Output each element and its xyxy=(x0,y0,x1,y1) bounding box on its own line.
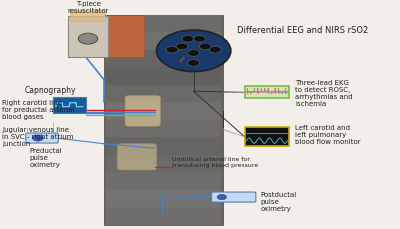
Circle shape xyxy=(166,46,178,53)
Bar xyxy=(106,85,221,102)
Bar xyxy=(106,32,221,50)
Text: Right carotid line
for preductal arterial
blood gases: Right carotid line for preductal arteria… xyxy=(2,100,74,120)
Bar xyxy=(106,15,221,32)
Text: T-piece
resuscitator: T-piece resuscitator xyxy=(67,1,109,14)
Bar xyxy=(106,120,221,137)
Text: Preductal
pulse
oximetry: Preductal pulse oximetry xyxy=(29,148,62,168)
Bar xyxy=(104,15,223,225)
Circle shape xyxy=(188,60,200,66)
Circle shape xyxy=(176,43,188,50)
Text: Umbilical arterial line for
transducing blood pressure: Umbilical arterial line for transducing … xyxy=(172,157,258,168)
FancyBboxPatch shape xyxy=(53,97,86,113)
FancyBboxPatch shape xyxy=(125,96,160,126)
Circle shape xyxy=(217,194,226,200)
Bar xyxy=(106,172,221,190)
FancyBboxPatch shape xyxy=(106,16,145,57)
Text: Capnography: Capnography xyxy=(25,86,76,95)
Text: Postductal
pulse
oximetry: Postductal pulse oximetry xyxy=(260,192,296,212)
Circle shape xyxy=(32,135,44,141)
Circle shape xyxy=(182,35,194,42)
Text: Three-lead EKG
to detect ROSC,
arrhythmias and
ischemia: Three-lead EKG to detect ROSC, arrhythmi… xyxy=(295,80,353,107)
FancyBboxPatch shape xyxy=(70,8,106,21)
Bar xyxy=(106,155,221,172)
Bar xyxy=(106,102,221,120)
Text: Left carotid and
left pulmonary
blood flow monitor: Left carotid and left pulmonary blood fl… xyxy=(295,125,361,145)
Text: Jugular venous line
in SVC - right atrium
junction: Jugular venous line in SVC - right atriu… xyxy=(2,127,74,147)
Circle shape xyxy=(78,33,98,44)
FancyBboxPatch shape xyxy=(244,86,290,98)
Bar xyxy=(106,67,221,85)
Circle shape xyxy=(209,46,221,53)
Bar xyxy=(106,190,221,207)
FancyBboxPatch shape xyxy=(68,16,108,57)
FancyBboxPatch shape xyxy=(117,144,156,170)
Bar xyxy=(106,207,221,225)
FancyBboxPatch shape xyxy=(26,133,58,143)
Bar xyxy=(106,137,221,155)
Circle shape xyxy=(200,43,211,50)
FancyBboxPatch shape xyxy=(244,127,290,146)
FancyBboxPatch shape xyxy=(212,192,256,202)
Bar xyxy=(106,50,221,67)
Circle shape xyxy=(194,35,205,42)
Text: Differential EEG and NIRS rSO2: Differential EEG and NIRS rSO2 xyxy=(237,26,368,35)
Circle shape xyxy=(156,30,231,72)
Circle shape xyxy=(188,50,200,56)
